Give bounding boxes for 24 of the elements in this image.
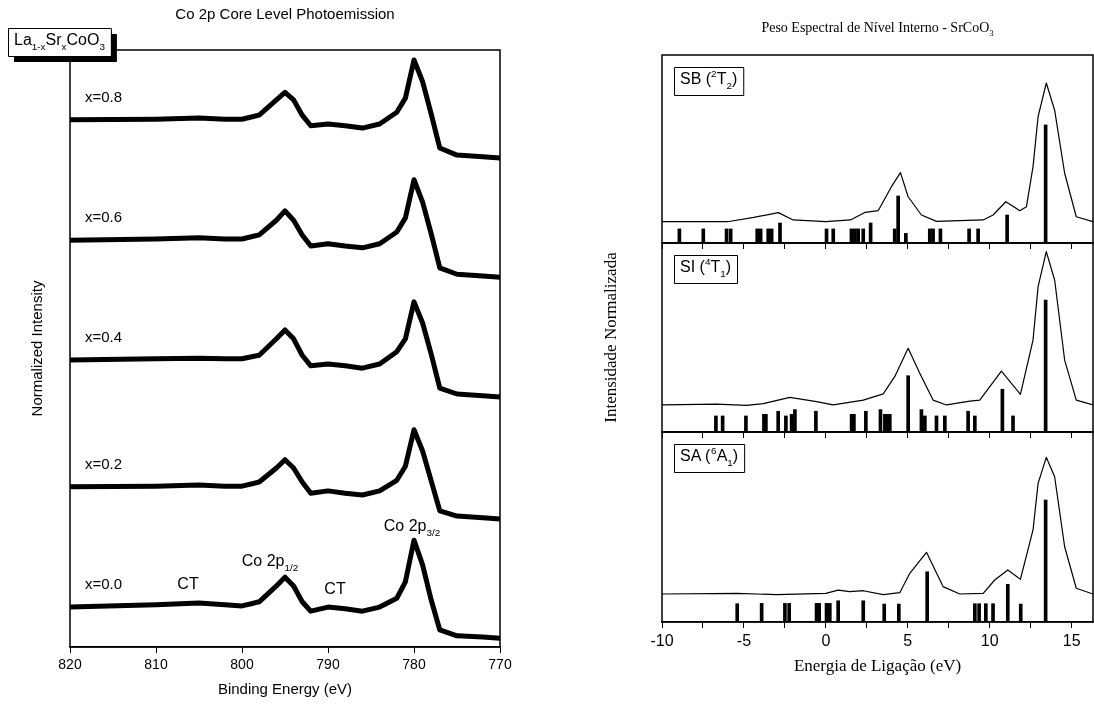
x-tick-label: 0 (821, 632, 831, 650)
chart-title: Co 2p Core Level Photoemission (175, 5, 395, 23)
x-tick-label: 780 (402, 656, 426, 673)
x-tick-label: 5 (903, 632, 913, 650)
x-tick-label: 810 (144, 656, 168, 673)
annotation: CT (177, 575, 199, 593)
x-axis-title: Energia de Ligação (eV) (793, 656, 962, 676)
x-tick-label: 15 (1062, 632, 1081, 650)
series-label: x=0.4 (85, 328, 123, 346)
x-tick-label: -10 (650, 632, 674, 650)
series-label: x=0.8 (85, 88, 123, 105)
y-axis-title: Normalized Intensity (28, 280, 46, 417)
annotation: CT (324, 580, 346, 598)
series-label: x=0.2 (85, 454, 123, 472)
x-tick-label: 770 (488, 656, 512, 673)
x-axis-title: Binding Energy (eV) (217, 680, 353, 698)
x-tick-label: 790 (316, 656, 340, 673)
x-tick-label: -5 (736, 632, 752, 650)
y-axis-title: Intensidade Normalizada (601, 251, 621, 423)
x-tick-label: 800 (230, 656, 254, 673)
x-tick-label: 820 (58, 656, 82, 673)
x-tick-label: 10 (980, 632, 999, 650)
series-label: x=0.6 (85, 208, 123, 226)
series-label: x=0.0 (85, 575, 123, 593)
